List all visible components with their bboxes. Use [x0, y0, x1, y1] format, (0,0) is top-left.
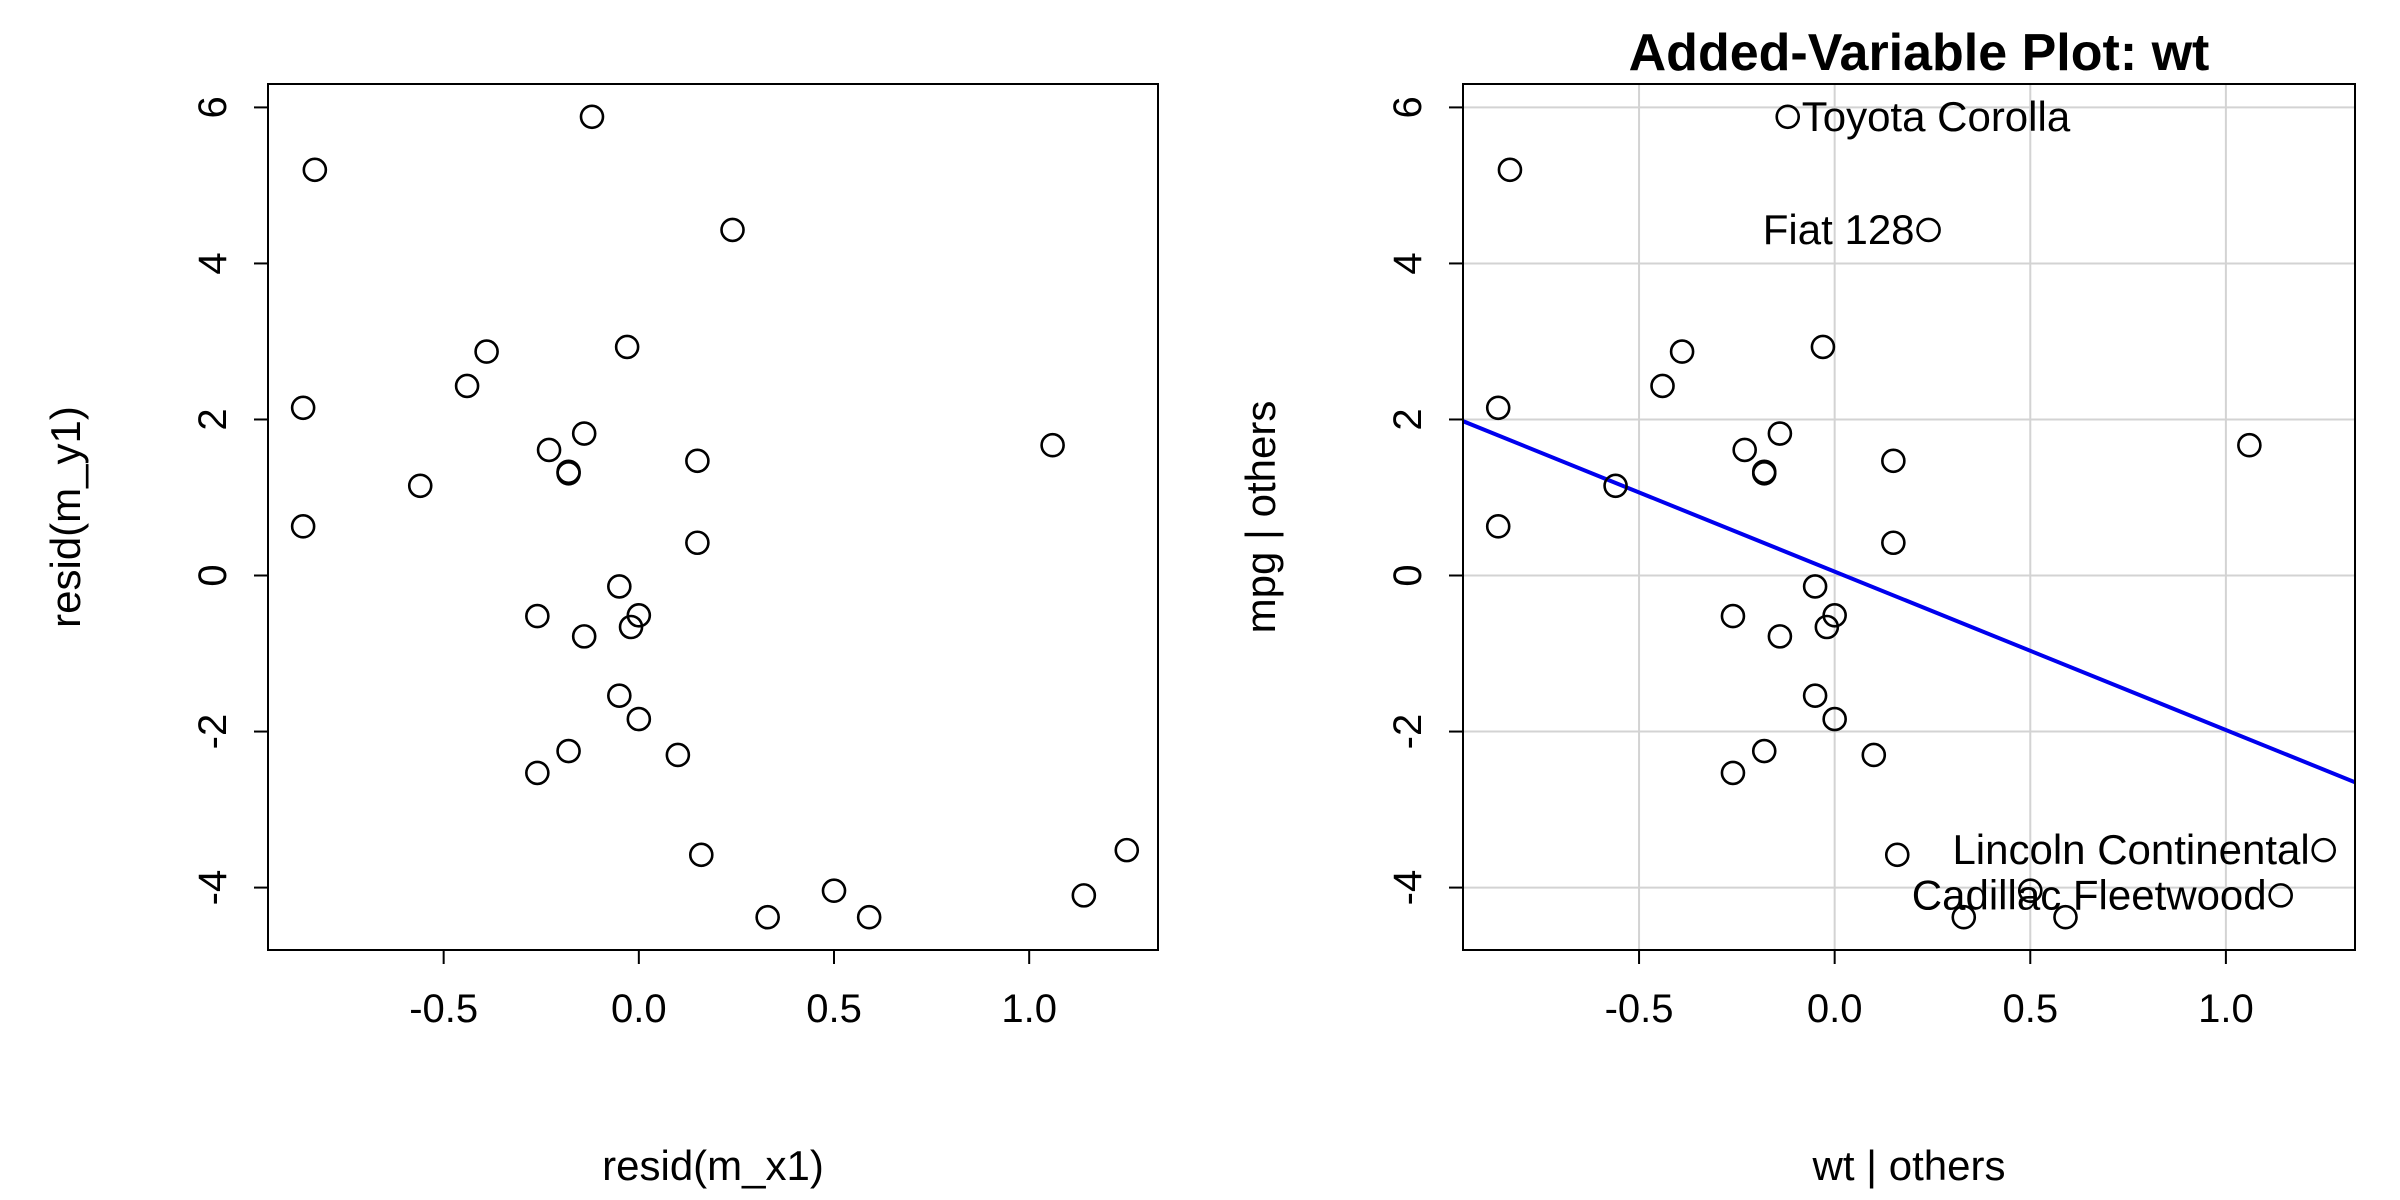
plot-frame: [1462, 83, 2356, 951]
data-point: [579, 104, 605, 130]
point-label: Lincoln Continental: [1952, 826, 2309, 873]
data-point: [1861, 742, 1887, 768]
data-point: [1767, 421, 1793, 446]
data-point: [856, 904, 882, 930]
data-point: [1720, 760, 1746, 786]
x-tick-label: 1.0: [1001, 987, 1057, 1031]
x-axis-title: wt | others: [1812, 1142, 2006, 1189]
data-point: [607, 683, 632, 708]
data-point: [1751, 738, 1777, 764]
data-point: [665, 742, 691, 768]
data-point: [1040, 432, 1065, 458]
y-tick-label: 6: [1386, 96, 1430, 118]
data-point: [614, 334, 640, 360]
y-tick-label: -2: [1386, 714, 1430, 750]
data-point: [1669, 339, 1695, 364]
data-point: [755, 904, 780, 930]
data-point: [2268, 883, 2293, 908]
right-added-variable-panel: -0.5 0.0 0.5 1.0 -4 -2 0 2 4 6 wt | others mpg | ot…: [1237, 24, 2356, 1189]
point-label: Fiat 128: [1763, 206, 1915, 253]
data-point: [1802, 574, 1828, 599]
data-point: [2311, 837, 2337, 863]
point-label: Cadillac Fleetwood: [1912, 871, 2267, 918]
x-tick-label: 0.5: [2002, 987, 2058, 1031]
y-tick-label: 0: [191, 564, 235, 586]
data-point: [1114, 837, 1140, 863]
y-axis-title: resid(m_y1): [42, 406, 89, 628]
y-tick-label: -2: [191, 714, 235, 750]
data-point: [626, 706, 652, 732]
data-point: [1775, 104, 1801, 130]
data-point: [685, 530, 710, 556]
data-point: [290, 514, 316, 539]
x-tick-label: 0.0: [1807, 987, 1863, 1031]
data-point: [1881, 448, 1906, 474]
y-tick-label: 2: [191, 408, 235, 430]
x-axis-title: resid(m_x1): [602, 1142, 824, 1189]
data-point: [1810, 334, 1836, 360]
data-point: [685, 448, 710, 474]
plot-frame: [267, 83, 1159, 951]
y-tick-label: 4: [191, 252, 235, 274]
data-point: [2053, 904, 2078, 930]
y-axis-title: mpg | others: [1237, 401, 1284, 634]
data-point: [720, 217, 745, 243]
data-point: [688, 842, 714, 868]
data-point: [2237, 432, 2262, 458]
data-point: [1814, 614, 1840, 640]
data-point: [556, 461, 581, 486]
data-point: [290, 395, 316, 421]
y-tick-label: 6: [191, 96, 235, 118]
point-label: Toyota Corolla: [1802, 93, 2071, 140]
y-tick-label: -4: [191, 870, 235, 906]
data-point: [1720, 603, 1746, 629]
data-point: [474, 339, 499, 364]
y-tick-label: 4: [1386, 252, 1430, 274]
data-point: [1884, 842, 1910, 868]
x-tick-label: 0.0: [611, 987, 667, 1031]
data-point: [571, 421, 597, 446]
data-point: [1732, 437, 1757, 463]
data-point: [1802, 683, 1828, 708]
data-point: [525, 603, 550, 629]
data-point: [1751, 461, 1777, 486]
data-point: [407, 473, 433, 499]
data-point: [1485, 395, 1511, 421]
data-point: [821, 878, 847, 904]
plot-title: Added-Variable Plot: wt: [1629, 24, 2210, 82]
data-point: [1497, 157, 1523, 183]
data-point: [1881, 530, 1906, 556]
data-point: [571, 624, 597, 649]
data-point: [607, 574, 632, 599]
data-point: [1916, 217, 1941, 243]
data-point: [1650, 373, 1675, 399]
data-point: [1822, 706, 1847, 732]
data-point: [556, 738, 581, 764]
data-point: [1071, 883, 1097, 908]
y-tick-label: -4: [1386, 870, 1430, 906]
data-point: [1603, 473, 1628, 499]
left-scatter-panel: -0.5 0.0 0.5 1.0 -4 -2 0 2 4 6 resid(m_x1) resid(m_…: [42, 83, 1159, 1189]
data-point: [454, 373, 480, 399]
x-tick-label: -0.5: [1605, 987, 1674, 1031]
data-point: [525, 760, 550, 786]
y-tick-label: 0: [1386, 564, 1430, 586]
x-tick-label: 1.0: [2198, 987, 2254, 1031]
data-point: [1951, 904, 1977, 930]
data-point: [536, 437, 562, 463]
data-point: [1767, 624, 1793, 649]
data-point: [1485, 514, 1511, 539]
data-point: [2017, 878, 2043, 904]
x-tick-label: -0.5: [409, 987, 478, 1031]
data-point: [302, 157, 328, 183]
data-point: [618, 614, 644, 640]
y-tick-label: 2: [1386, 408, 1430, 430]
x-tick-label: 0.5: [806, 987, 862, 1031]
regression-line: [1463, 419, 2355, 785]
